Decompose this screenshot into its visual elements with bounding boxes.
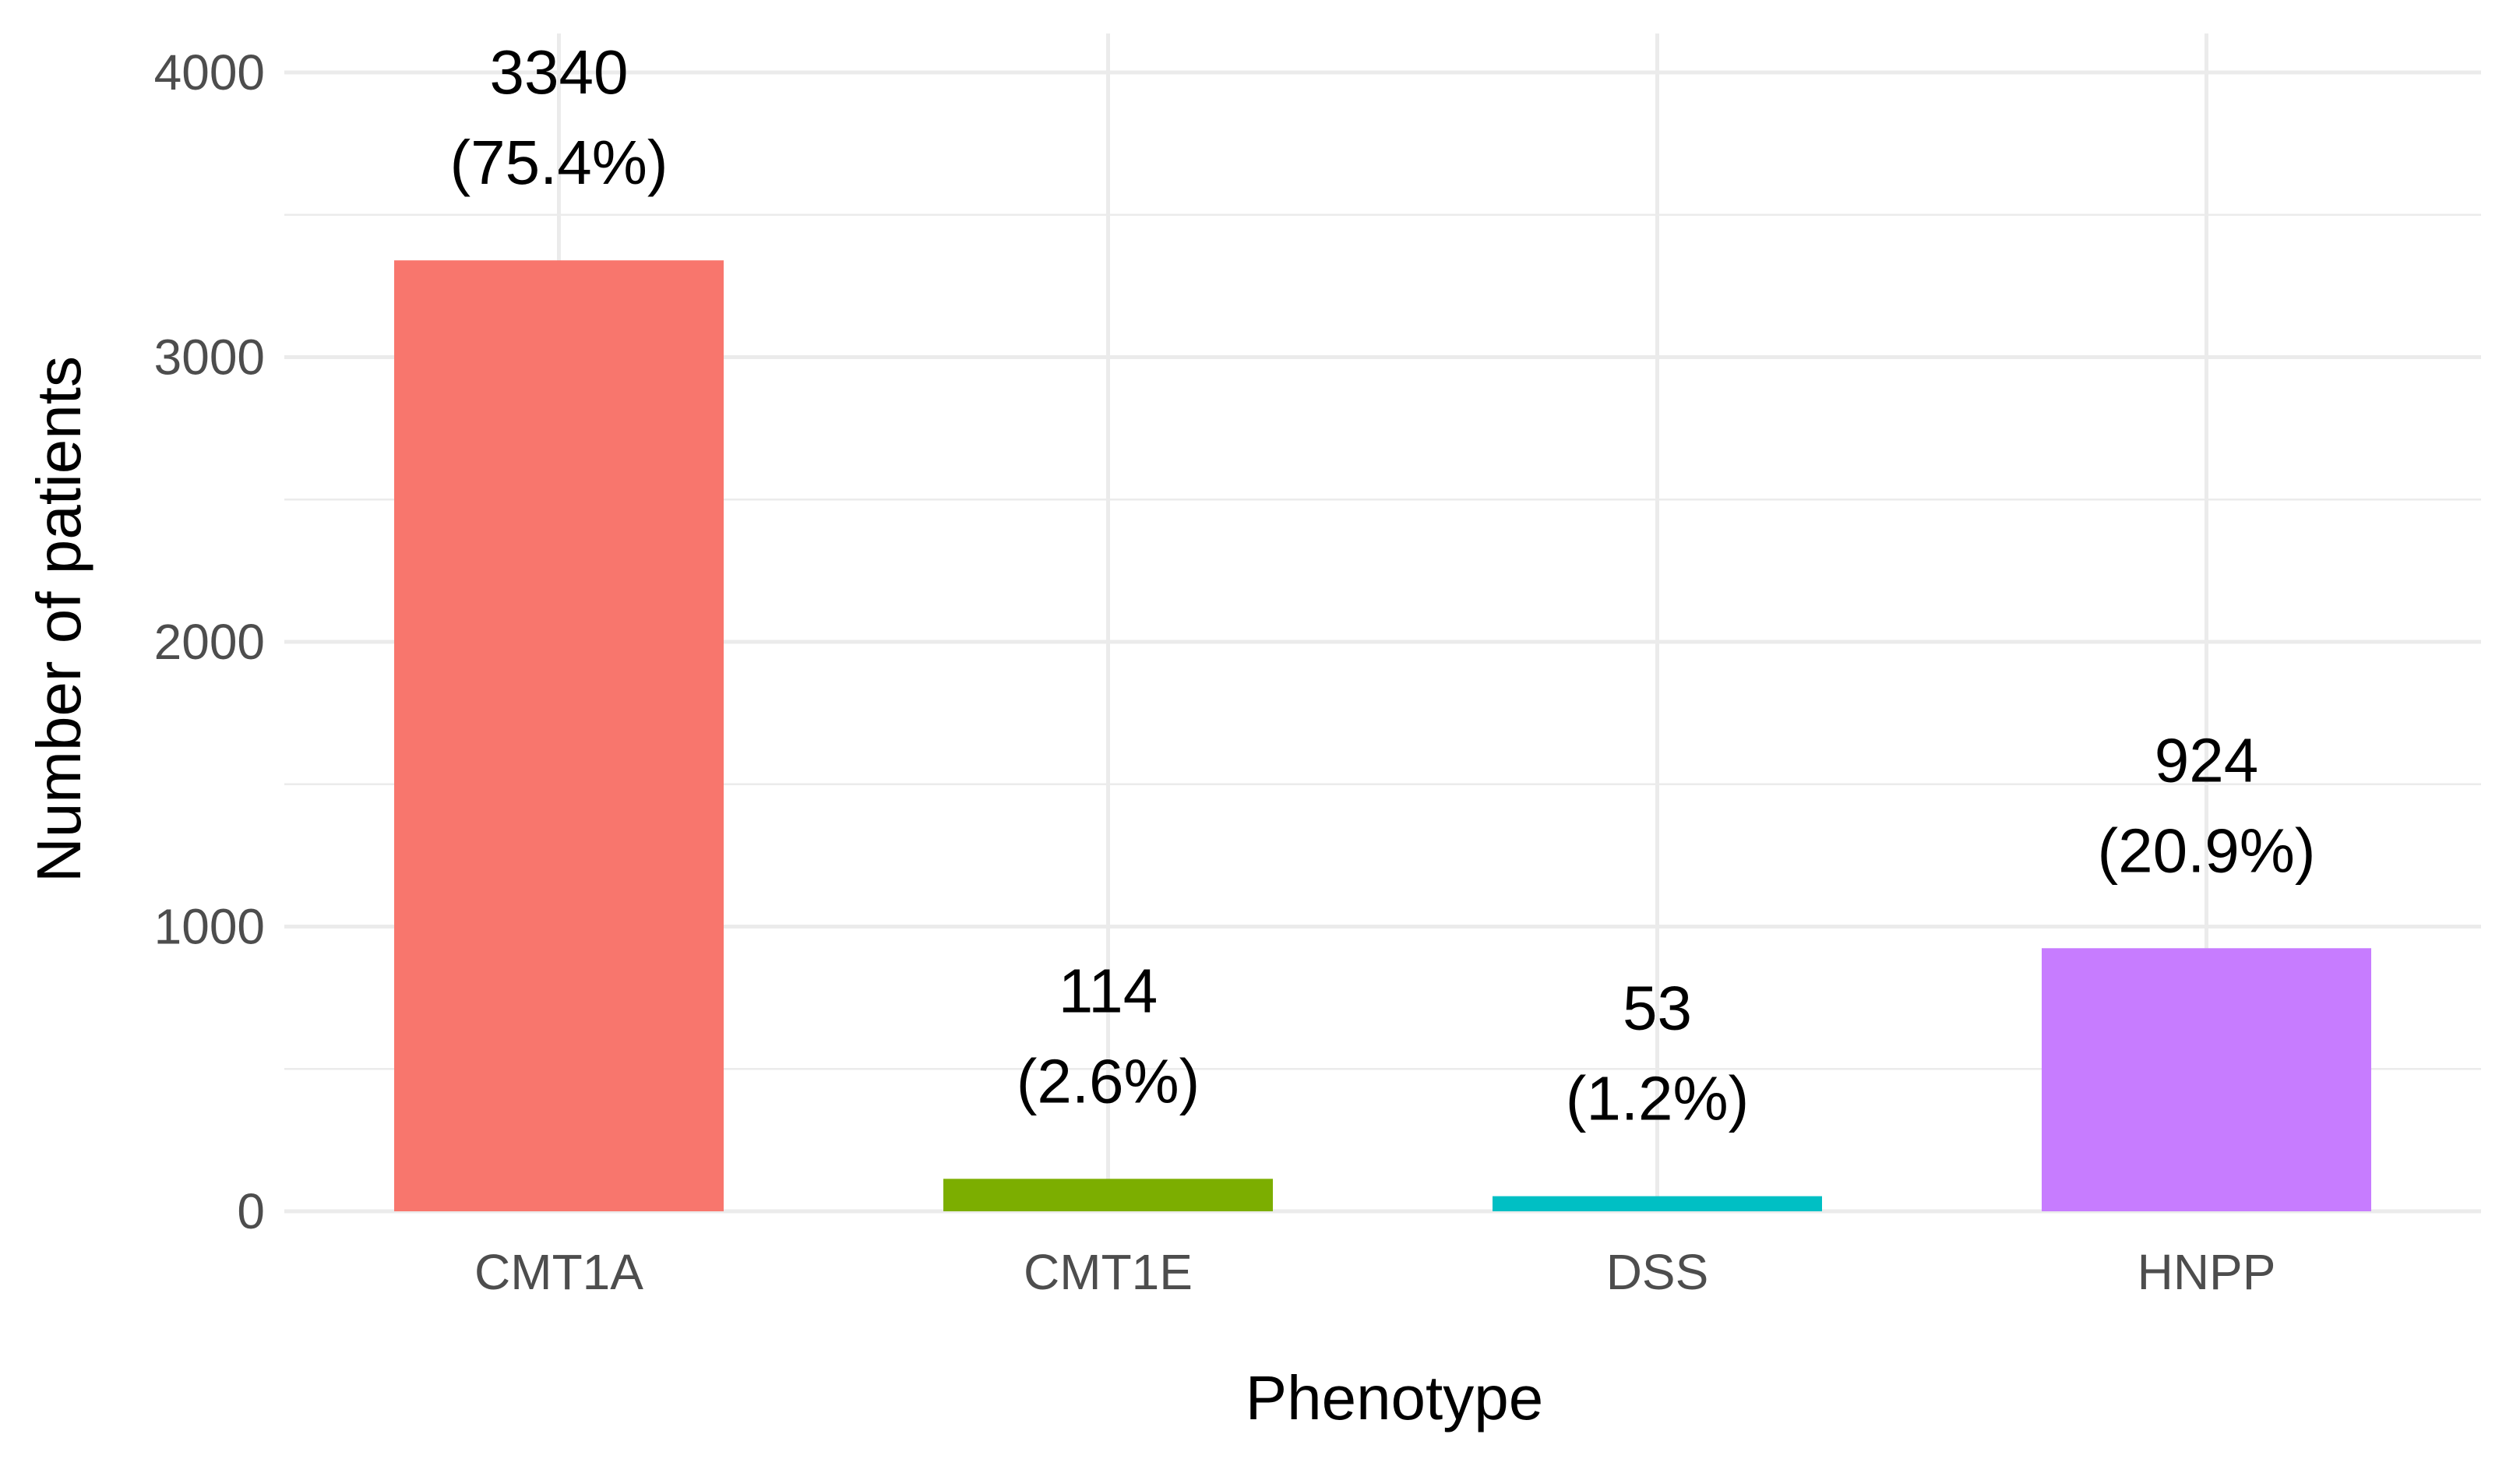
data-label-percent: (75.4%) <box>449 128 668 197</box>
data-label-percent: (20.9%) <box>2097 816 2315 885</box>
bar-cmt1a <box>394 260 724 1212</box>
y-tick-label: 2000 <box>154 614 265 670</box>
y-tick-label: 3000 <box>154 329 265 386</box>
x-tick-label: HNPP <box>2138 1244 2276 1300</box>
bars <box>394 260 2371 1212</box>
data-label-percent: (2.6%) <box>1017 1046 1200 1115</box>
bar-cmt1e <box>943 1179 1273 1211</box>
y-axis-title: Number of patients <box>24 356 93 883</box>
y-tick-label: 4000 <box>154 44 265 100</box>
y-tick-label: 1000 <box>154 899 265 955</box>
data-label-count: 3340 <box>490 37 629 107</box>
x-axis-ticks: CMT1A CMT1E DSS HNPP <box>474 1244 2275 1300</box>
x-axis-title: Phenotype <box>1246 1363 1544 1433</box>
x-tick-label: DSS <box>1606 1244 1709 1300</box>
data-label-count: 114 <box>1059 956 1158 1025</box>
data-labels: 3340 (75.4%) 114 (2.6%) 53 (1.2%) 924 (20.9%) <box>449 37 2315 1133</box>
data-label-count: 924 <box>2155 725 2258 795</box>
bar-dss <box>1493 1196 1822 1211</box>
bar-hnpp <box>2042 948 2371 1211</box>
x-tick-label: CMT1A <box>474 1244 643 1300</box>
data-label-percent: (1.2%) <box>1566 1064 1750 1133</box>
y-tick-label: 0 <box>237 1183 265 1239</box>
x-tick-label: CMT1E <box>1024 1244 1193 1300</box>
y-axis-ticks: 0 1000 2000 3000 4000 <box>154 44 265 1239</box>
data-label-count: 53 <box>1623 974 1692 1043</box>
